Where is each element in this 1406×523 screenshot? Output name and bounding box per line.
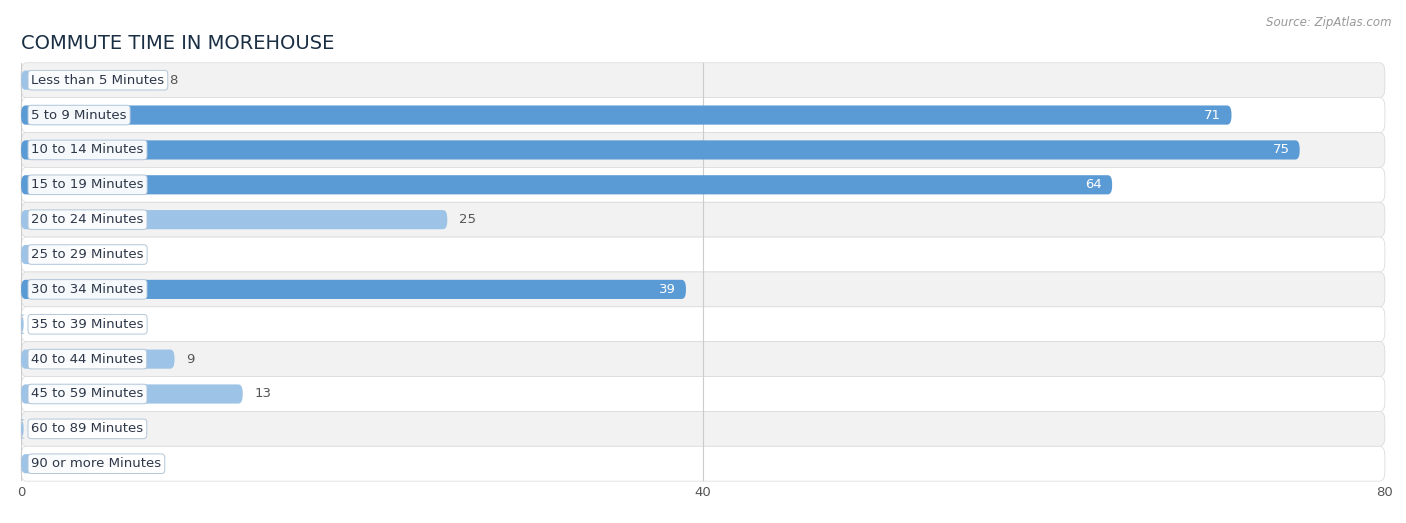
FancyBboxPatch shape (21, 175, 1112, 195)
Text: 25: 25 (460, 213, 477, 226)
FancyBboxPatch shape (21, 98, 1385, 132)
Text: 8: 8 (169, 74, 177, 87)
Text: 0: 0 (35, 423, 44, 435)
Text: 0: 0 (35, 318, 44, 331)
Text: 30 to 34 Minutes: 30 to 34 Minutes (31, 283, 143, 296)
Text: 71: 71 (1205, 109, 1222, 121)
FancyBboxPatch shape (21, 454, 90, 473)
Text: 4: 4 (101, 457, 110, 470)
FancyBboxPatch shape (21, 106, 1232, 124)
FancyBboxPatch shape (20, 419, 25, 438)
Text: 9: 9 (187, 353, 195, 366)
Text: COMMUTE TIME IN MOREHOUSE: COMMUTE TIME IN MOREHOUSE (21, 34, 335, 53)
Text: 15 to 19 Minutes: 15 to 19 Minutes (31, 178, 143, 191)
FancyBboxPatch shape (21, 167, 1385, 202)
FancyBboxPatch shape (21, 237, 1385, 272)
FancyBboxPatch shape (21, 412, 1385, 446)
Text: Source: ZipAtlas.com: Source: ZipAtlas.com (1267, 16, 1392, 29)
Text: 13: 13 (254, 388, 271, 401)
FancyBboxPatch shape (21, 342, 1385, 377)
FancyBboxPatch shape (21, 384, 243, 404)
FancyBboxPatch shape (21, 63, 1385, 98)
Text: 75: 75 (1272, 143, 1289, 156)
FancyBboxPatch shape (21, 132, 1385, 167)
Text: 3: 3 (84, 248, 93, 261)
Text: Less than 5 Minutes: Less than 5 Minutes (31, 74, 165, 87)
FancyBboxPatch shape (21, 377, 1385, 412)
FancyBboxPatch shape (21, 349, 174, 369)
FancyBboxPatch shape (21, 272, 1385, 307)
Text: 90 or more Minutes: 90 or more Minutes (31, 457, 162, 470)
Text: 45 to 59 Minutes: 45 to 59 Minutes (31, 388, 143, 401)
FancyBboxPatch shape (21, 71, 157, 90)
FancyBboxPatch shape (21, 140, 1299, 160)
FancyBboxPatch shape (21, 280, 686, 299)
Text: 5 to 9 Minutes: 5 to 9 Minutes (31, 109, 127, 121)
Text: 35 to 39 Minutes: 35 to 39 Minutes (31, 318, 143, 331)
Text: 25 to 29 Minutes: 25 to 29 Minutes (31, 248, 143, 261)
Text: 39: 39 (659, 283, 676, 296)
Text: 20 to 24 Minutes: 20 to 24 Minutes (31, 213, 143, 226)
FancyBboxPatch shape (21, 202, 1385, 237)
FancyBboxPatch shape (20, 315, 25, 334)
FancyBboxPatch shape (21, 446, 1385, 481)
Text: 60 to 89 Minutes: 60 to 89 Minutes (31, 423, 143, 435)
Text: 64: 64 (1085, 178, 1102, 191)
FancyBboxPatch shape (21, 245, 72, 264)
Text: 10 to 14 Minutes: 10 to 14 Minutes (31, 143, 143, 156)
FancyBboxPatch shape (21, 210, 447, 229)
FancyBboxPatch shape (21, 307, 1385, 342)
Text: 40 to 44 Minutes: 40 to 44 Minutes (31, 353, 143, 366)
